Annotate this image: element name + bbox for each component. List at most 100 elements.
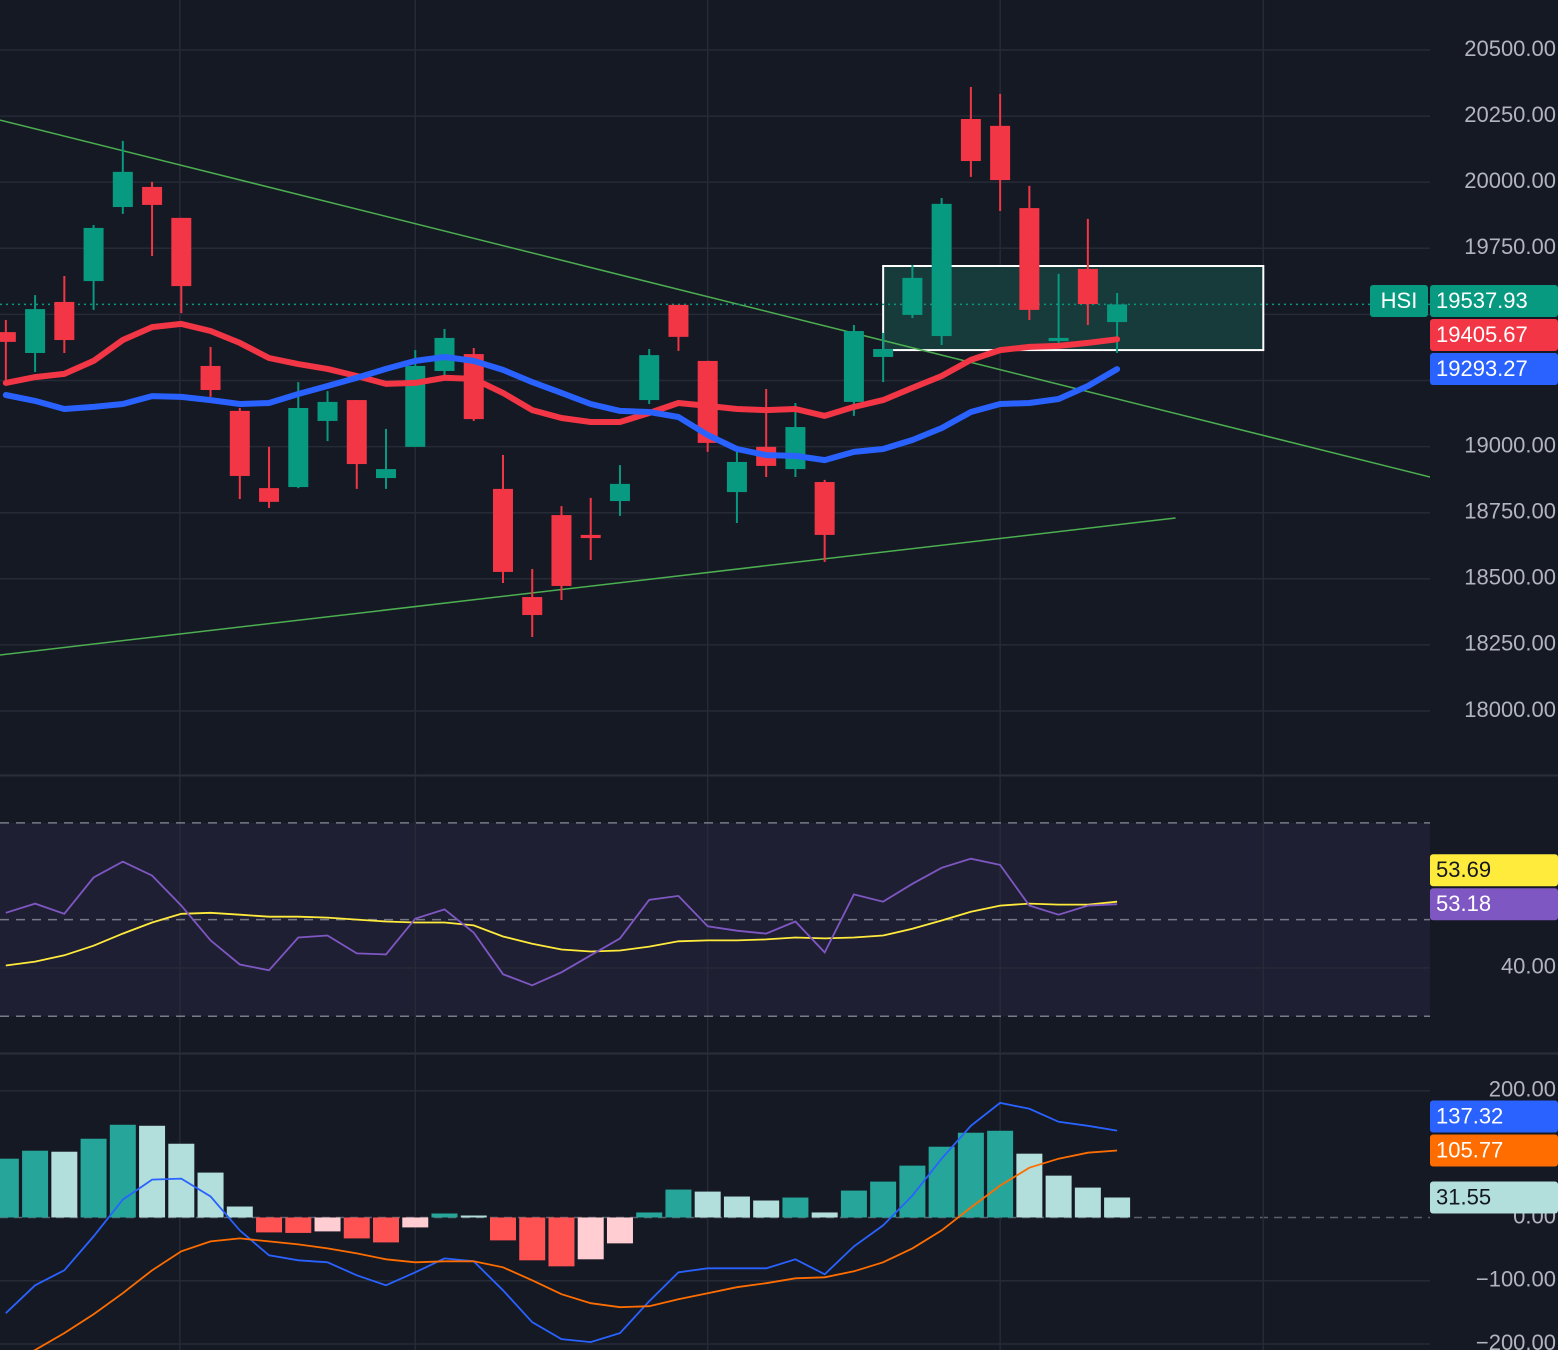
value-label-box	[1430, 285, 1558, 318]
histogram-bar	[694, 1191, 721, 1218]
histogram-bar	[1016, 1153, 1043, 1218]
histogram-bar	[723, 1196, 750, 1218]
candle-body	[463, 354, 484, 420]
candle-body	[0, 332, 16, 342]
value-label: 53.69	[1436, 857, 1491, 882]
symbol-label: HSI	[1381, 288, 1418, 313]
value-label: 31.55	[1436, 1184, 1491, 1209]
histogram-bar	[1045, 1175, 1072, 1218]
macd-line	[5, 1101, 1118, 1344]
trend-line	[0, 119, 1430, 478]
histogram-bar	[899, 1165, 926, 1218]
value-label: 105.77	[1436, 1137, 1503, 1162]
candle-body	[785, 427, 806, 470]
macd-line	[33, 1149, 1118, 1350]
histogram-bar	[109, 1124, 136, 1218]
candle-body	[54, 301, 75, 341]
histogram-bar	[753, 1200, 780, 1218]
y-tick-label: 20500.00	[1464, 36, 1556, 61]
candle-body	[668, 304, 689, 337]
histogram-bar	[431, 1213, 458, 1218]
candle-body	[288, 407, 309, 488]
value-label: 53.18	[1436, 891, 1491, 916]
y-tick-label: 18000.00	[1464, 697, 1556, 722]
y-tick-label: 40.00	[1501, 954, 1556, 979]
candle-body	[609, 483, 630, 502]
histogram-bar	[22, 1150, 49, 1218]
histogram-bar	[548, 1217, 575, 1267]
value-label-box	[1430, 888, 1558, 921]
value-label: 19537.93	[1436, 288, 1528, 313]
y-tick-label: 20000.00	[1464, 168, 1556, 193]
moving-average	[2, 320, 1121, 425]
candle-body	[1019, 208, 1040, 310]
histogram-bar	[80, 1138, 107, 1218]
histogram-bar	[256, 1217, 283, 1233]
histogram-bar	[606, 1217, 633, 1244]
candle-body	[259, 488, 280, 502]
candle-body	[1077, 268, 1098, 305]
histogram-bar	[870, 1181, 897, 1218]
histogram-bar	[782, 1197, 809, 1218]
candle-body	[873, 349, 894, 357]
candle-body	[200, 365, 221, 391]
histogram-bar	[519, 1217, 546, 1261]
value-label: 19405.67	[1436, 322, 1528, 347]
candle-body	[492, 488, 513, 572]
candle-body	[1048, 337, 1069, 342]
histogram-bar	[636, 1212, 663, 1218]
moving-average	[2, 354, 1121, 464]
candle-body	[405, 365, 426, 447]
histogram-bar	[577, 1217, 604, 1260]
y-tick-label: 18250.00	[1464, 631, 1556, 656]
value-label-box	[1430, 353, 1558, 386]
rsi-line	[5, 900, 1118, 967]
rsi-line	[5, 857, 1118, 987]
histogram-bar	[226, 1206, 253, 1218]
candle-body	[960, 118, 981, 162]
candle-body	[522, 597, 543, 616]
candle-body	[726, 461, 747, 493]
histogram-bar	[665, 1189, 692, 1218]
candle-body	[1107, 304, 1128, 323]
value-label-box	[1430, 1181, 1558, 1214]
histogram-bar	[373, 1217, 400, 1243]
y-tick-label: 19000.00	[1464, 432, 1556, 457]
candle-body	[697, 360, 718, 443]
symbol-box	[1370, 285, 1428, 318]
y-tick-label: 18750.00	[1464, 499, 1556, 524]
candle-body	[112, 171, 133, 208]
histogram-bar	[285, 1217, 312, 1233]
pane	[0, 776, 1430, 1053]
candle-body	[346, 400, 367, 465]
histogram-bar	[957, 1132, 984, 1218]
value-label: 19293.27	[1436, 356, 1528, 381]
candle-body	[142, 186, 163, 205]
histogram-bar	[0, 1158, 19, 1218]
value-label-box	[1430, 319, 1558, 352]
histogram-bar	[460, 1215, 487, 1218]
histogram-bar	[811, 1212, 838, 1218]
histogram-bar	[489, 1217, 516, 1241]
value-label: 137.32	[1436, 1103, 1503, 1128]
histogram-bar	[987, 1130, 1014, 1218]
histogram-bar	[314, 1217, 341, 1232]
candle-body	[551, 515, 572, 586]
histogram-bar	[402, 1217, 429, 1228]
y-tick-label: 19750.00	[1464, 234, 1556, 259]
y-tick-label: 20250.00	[1464, 102, 1556, 127]
value-label-box	[1430, 1100, 1558, 1133]
trend-line	[0, 517, 1176, 656]
candle-body	[83, 227, 104, 282]
pane	[0, 0, 1430, 775]
candle-body	[814, 482, 835, 535]
histogram-bar	[840, 1190, 867, 1218]
histogram-bar	[51, 1151, 78, 1218]
histogram-bar	[1074, 1187, 1101, 1218]
y-tick-label: 200.00	[1489, 1077, 1556, 1102]
candle-body	[317, 401, 338, 421]
candle-body	[171, 217, 192, 287]
